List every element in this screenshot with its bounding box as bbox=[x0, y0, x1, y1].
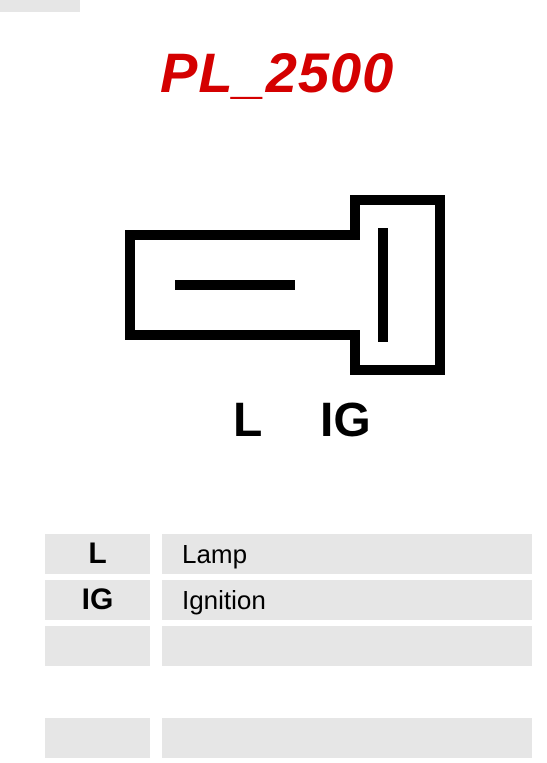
legend-symbol bbox=[45, 626, 150, 666]
connector-diagram bbox=[0, 0, 547, 470]
legend-label bbox=[162, 718, 532, 758]
legend-symbol bbox=[45, 718, 150, 758]
legend-row bbox=[45, 718, 532, 758]
legend-row: IG Ignition bbox=[45, 580, 532, 620]
pin-label-L: L bbox=[233, 393, 262, 448]
legend-symbol: IG bbox=[45, 580, 150, 620]
legend-row: L Lamp bbox=[45, 534, 532, 574]
legend-label: Ignition bbox=[162, 580, 532, 620]
legend-label: Lamp bbox=[162, 534, 532, 574]
legend-row bbox=[45, 626, 532, 666]
pin-label-IG: IG bbox=[320, 393, 371, 448]
legend-symbol: L bbox=[45, 534, 150, 574]
legend-label bbox=[162, 626, 532, 666]
